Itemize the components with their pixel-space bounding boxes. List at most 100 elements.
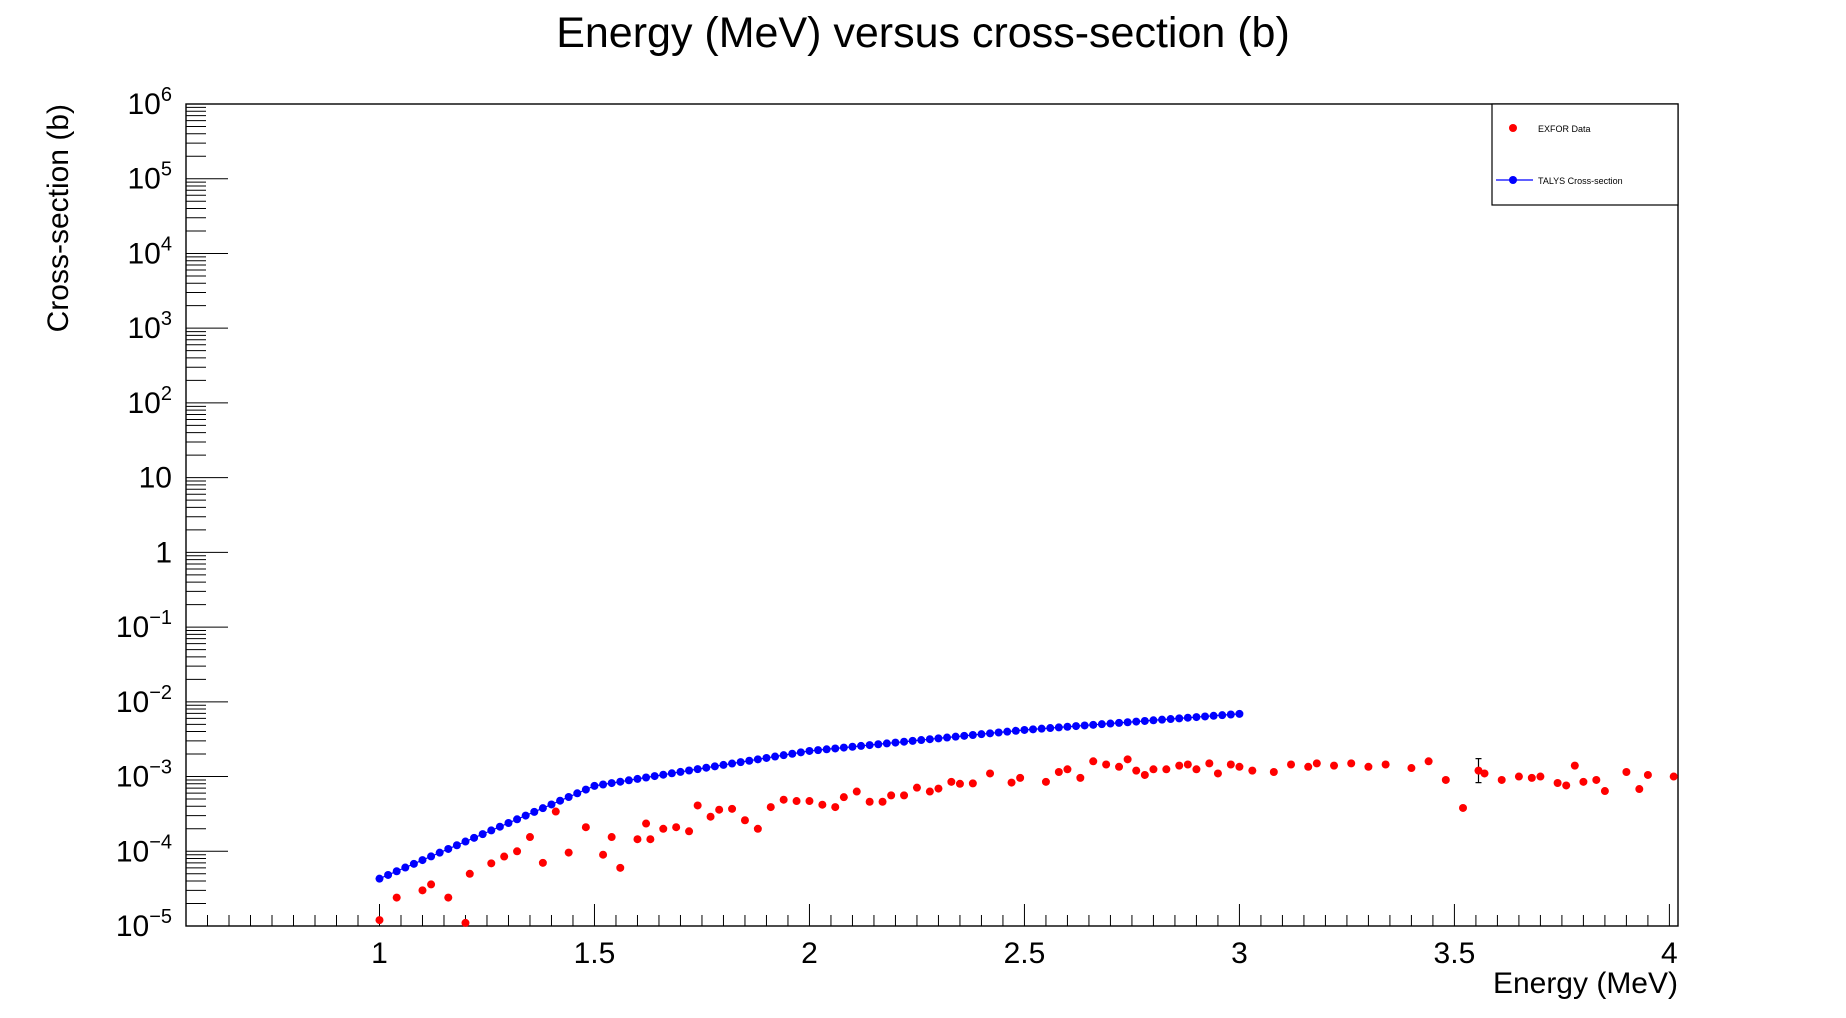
exfor-point	[1381, 760, 1390, 769]
talys-point	[461, 837, 470, 846]
exfor-point	[1669, 772, 1678, 781]
exfor-point	[487, 859, 496, 868]
exfor-point	[1562, 781, 1571, 790]
plot-frame	[185, 103, 1679, 927]
exfor-point	[1480, 769, 1489, 778]
x-tick-label: 1.5	[574, 937, 616, 970]
talys-point	[1235, 709, 1244, 718]
exfor-point	[728, 804, 737, 813]
x-tick-label: 4	[1661, 937, 1678, 970]
talys-point	[1106, 719, 1115, 728]
y-tick-label: 10−3	[116, 757, 172, 794]
talys-point	[960, 731, 969, 740]
talys-point	[943, 733, 952, 742]
exfor-point	[766, 803, 775, 812]
talys-point	[805, 746, 814, 755]
exfor-point	[1287, 760, 1296, 769]
exfor-point	[1579, 777, 1588, 786]
talys-point	[822, 745, 831, 754]
legend-exfor-marker	[1509, 124, 1517, 132]
talys-point	[719, 760, 728, 769]
exfor-point	[500, 852, 509, 861]
exfor-point	[887, 791, 896, 800]
exfor-point	[693, 801, 702, 810]
legend-exfor-label: EXFOR Data	[1538, 124, 1591, 134]
talys-point	[676, 767, 685, 776]
exfor-point	[1054, 768, 1063, 777]
exfor-point	[1123, 755, 1132, 764]
talys-point	[556, 796, 565, 805]
exfor-point	[1570, 761, 1579, 770]
exfor-point	[444, 893, 453, 902]
x-tick-label: 3	[1231, 937, 1248, 970]
talys-point	[1218, 711, 1227, 720]
talys-point	[633, 774, 642, 783]
talys-point	[1097, 720, 1106, 729]
talys-point	[573, 789, 582, 798]
talys-point	[1201, 712, 1210, 721]
y-tick-label: 10	[139, 462, 172, 495]
talys-point	[1123, 718, 1132, 727]
exfor-point	[465, 869, 474, 878]
exfor-point	[1497, 775, 1506, 784]
exfor-series	[375, 755, 1678, 927]
x-tick-label: 2.5	[1004, 937, 1046, 970]
x-tick-label: 1	[371, 937, 388, 970]
talys-point	[581, 785, 590, 794]
exfor-point	[947, 777, 956, 786]
talys-point	[401, 863, 410, 872]
talys-point	[1037, 724, 1046, 733]
exfor-point	[1514, 772, 1523, 781]
talys-point	[1166, 715, 1175, 724]
talys-point	[650, 772, 659, 781]
y-tick-label: 104	[128, 233, 173, 270]
exfor-point	[1424, 757, 1433, 766]
talys-point	[1020, 725, 1029, 734]
talys-point	[538, 804, 547, 813]
exfor-point	[1592, 775, 1601, 784]
exfor-point	[1600, 787, 1609, 796]
talys-point	[762, 753, 771, 762]
exfor-point	[616, 863, 625, 872]
exfor-point	[852, 787, 861, 796]
talys-point	[796, 748, 805, 757]
exfor-point	[1063, 765, 1072, 774]
exfor-point	[1474, 766, 1483, 775]
y-tick-label: 106	[128, 84, 173, 121]
talys-point	[736, 758, 745, 767]
x-tick-label: 3.5	[1434, 937, 1476, 970]
talys-point	[607, 779, 616, 788]
talys-point	[1140, 716, 1149, 725]
talys-point	[444, 844, 453, 853]
talys-point	[478, 830, 487, 839]
exfor-point	[1007, 778, 1016, 787]
talys-point	[986, 729, 995, 738]
talys-point	[470, 833, 479, 842]
exfor-point	[805, 797, 814, 806]
exfor-point	[1312, 759, 1321, 768]
exfor-point	[1622, 768, 1631, 777]
exfor-point	[1162, 765, 1171, 774]
exfor-point	[912, 783, 921, 792]
talys-point	[857, 741, 866, 750]
exfor-point	[418, 886, 427, 895]
talys-point	[917, 736, 926, 745]
exfor-point	[1459, 803, 1468, 812]
exfor-point	[599, 850, 608, 859]
exfor-point	[672, 823, 681, 832]
talys-line	[379, 713, 1240, 880]
talys-point	[1226, 710, 1235, 719]
talys-point	[1063, 722, 1072, 731]
legend-talys-marker	[1509, 176, 1517, 184]
exfor-point	[685, 827, 694, 836]
talys-point	[504, 818, 513, 827]
talys-point	[745, 756, 754, 765]
talys-point	[693, 765, 702, 774]
talys-point	[487, 826, 496, 835]
exfor-point	[753, 824, 762, 833]
talys-point	[900, 737, 909, 746]
talys-point	[848, 742, 857, 751]
chart-title: Energy (MeV) versus cross-section (b)	[556, 9, 1290, 57]
exfor-point	[818, 800, 827, 809]
exfor-point	[1016, 773, 1025, 782]
